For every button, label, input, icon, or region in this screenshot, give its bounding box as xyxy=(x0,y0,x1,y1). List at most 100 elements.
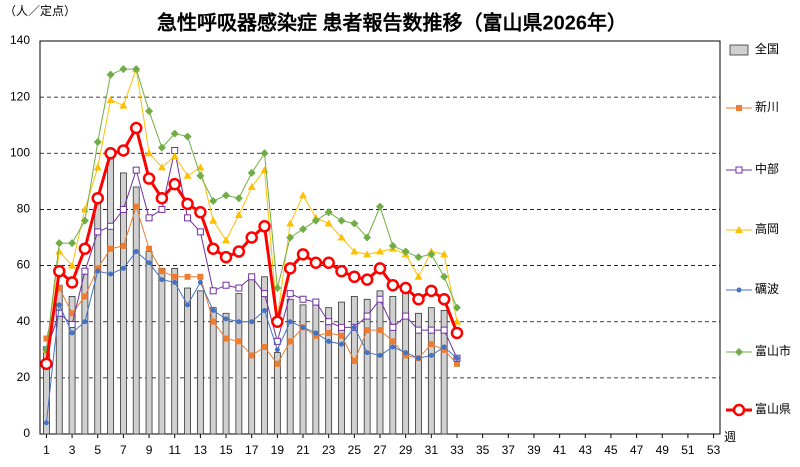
point xyxy=(453,360,460,367)
point xyxy=(247,182,256,190)
point xyxy=(363,250,372,258)
point xyxy=(197,279,203,285)
y-tick-label: 40 xyxy=(17,314,31,328)
point xyxy=(158,268,165,275)
point xyxy=(428,341,435,348)
point xyxy=(107,245,114,252)
point xyxy=(52,264,66,278)
legend-label: 富山県 xyxy=(755,401,791,416)
point xyxy=(377,352,383,358)
point xyxy=(248,352,255,359)
point xyxy=(364,350,370,356)
point xyxy=(234,194,243,203)
point xyxy=(104,147,117,160)
point xyxy=(223,316,229,322)
y-tick-label: 140 xyxy=(10,33,30,47)
x-tick-label: 7 xyxy=(120,443,127,457)
x-tick-label: 23 xyxy=(322,443,336,457)
point xyxy=(262,307,268,313)
bar xyxy=(427,307,435,435)
point xyxy=(142,172,156,185)
point xyxy=(388,241,397,250)
x-tick-label: 13 xyxy=(194,443,208,457)
point xyxy=(437,293,451,306)
point xyxy=(309,256,323,270)
point xyxy=(324,208,333,217)
point xyxy=(56,285,63,292)
point xyxy=(415,355,421,361)
bar xyxy=(325,307,333,435)
point xyxy=(425,284,438,298)
point xyxy=(183,171,192,179)
point xyxy=(119,65,128,74)
bar xyxy=(235,293,243,435)
y-tick-label: 0 xyxy=(23,426,30,440)
x-tick-label: 17 xyxy=(245,443,259,457)
point xyxy=(158,205,166,213)
x-tick-label: 43 xyxy=(579,443,593,457)
point xyxy=(68,261,77,269)
point xyxy=(247,168,256,177)
point xyxy=(210,318,217,325)
series xyxy=(43,249,460,426)
point xyxy=(376,295,384,303)
point xyxy=(399,281,412,295)
point xyxy=(146,260,152,266)
point xyxy=(196,171,205,180)
point xyxy=(324,219,333,227)
point xyxy=(56,302,62,308)
point xyxy=(65,276,79,289)
point xyxy=(106,70,115,79)
bar xyxy=(222,312,230,435)
y-tick-label: 60 xyxy=(17,258,31,272)
x-tick-label: 31 xyxy=(425,443,439,457)
point xyxy=(157,163,166,171)
x-tick-label: 27 xyxy=(373,443,387,457)
point xyxy=(441,344,447,350)
point xyxy=(452,303,461,312)
point xyxy=(258,220,271,233)
x-tick-label: 9 xyxy=(146,443,153,457)
bar xyxy=(171,267,179,435)
point xyxy=(274,347,280,353)
y-tick-label: 120 xyxy=(10,89,30,103)
bar xyxy=(107,150,114,435)
point xyxy=(43,335,50,342)
point xyxy=(40,357,53,371)
point xyxy=(132,65,141,74)
bar xyxy=(350,296,358,435)
point xyxy=(338,323,346,331)
point xyxy=(311,216,320,225)
x-tick-label: 29 xyxy=(399,443,413,457)
point xyxy=(283,262,297,275)
point xyxy=(261,290,269,298)
point xyxy=(172,279,178,285)
point xyxy=(313,330,319,336)
point xyxy=(234,211,243,219)
bar xyxy=(68,296,76,435)
series xyxy=(42,65,461,354)
bar xyxy=(363,298,371,435)
bar xyxy=(389,296,397,435)
point xyxy=(219,250,233,264)
point xyxy=(181,197,194,211)
point xyxy=(376,247,384,255)
point xyxy=(350,219,359,228)
point xyxy=(440,272,449,281)
point xyxy=(93,138,102,147)
point xyxy=(184,214,192,222)
point xyxy=(351,324,357,330)
point xyxy=(222,191,231,200)
point xyxy=(69,330,75,336)
point xyxy=(402,312,410,320)
point xyxy=(196,228,204,236)
point xyxy=(68,239,77,248)
point xyxy=(80,216,89,225)
point xyxy=(69,310,76,317)
legend-label: 全国 xyxy=(755,41,779,56)
point xyxy=(271,315,284,328)
point xyxy=(441,346,448,353)
point xyxy=(287,338,294,345)
legend-swatch xyxy=(729,44,749,56)
